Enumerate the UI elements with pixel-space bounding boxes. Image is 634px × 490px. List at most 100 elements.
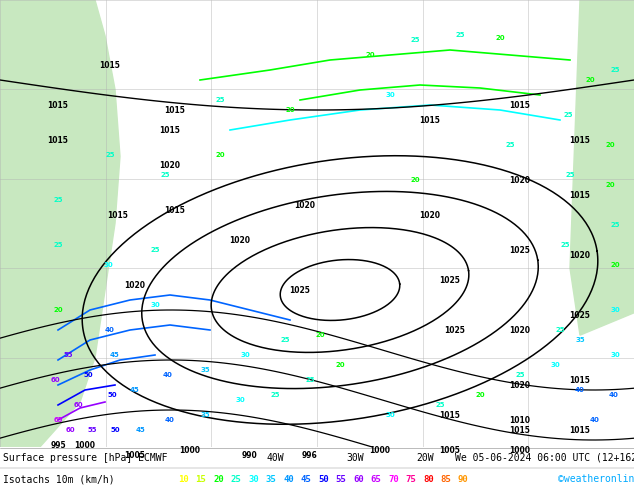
Text: 30: 30 [248,475,259,484]
Text: 20: 20 [215,152,225,158]
Text: 85: 85 [441,475,451,484]
Text: 1000: 1000 [75,441,96,449]
Text: 20W: 20W [416,453,434,463]
Text: 60: 60 [65,427,75,433]
Text: 55: 55 [335,475,346,484]
Text: 25: 25 [216,97,224,103]
Text: 30: 30 [235,397,245,403]
Text: 1020: 1020 [160,161,181,170]
Text: 35: 35 [200,412,210,418]
Text: 20: 20 [315,332,325,338]
Text: 1020: 1020 [510,325,531,335]
Text: 1015: 1015 [100,60,120,70]
Text: 1025: 1025 [569,311,590,319]
Text: 50: 50 [110,427,120,433]
Text: 50: 50 [83,372,93,378]
Text: 45: 45 [110,352,120,358]
Text: 1005: 1005 [439,445,460,455]
Text: 25: 25 [455,32,465,38]
Text: 20: 20 [585,77,595,83]
Text: 1015: 1015 [420,116,441,124]
Text: 25: 25 [563,112,573,118]
Text: 1015: 1015 [510,100,531,109]
Text: 1020: 1020 [510,175,531,185]
Text: 20: 20 [410,177,420,183]
Text: 25: 25 [611,67,620,73]
Text: 1015: 1015 [569,191,590,199]
Text: 35: 35 [266,475,276,484]
Text: 60: 60 [73,402,83,408]
Text: 60: 60 [353,475,364,484]
Text: 25: 25 [611,222,620,228]
Text: Isotachs 10m (km/h): Isotachs 10m (km/h) [3,474,115,484]
Text: 80: 80 [423,475,434,484]
Text: 1005: 1005 [124,450,145,460]
Text: 1020: 1020 [230,236,250,245]
Text: 1015: 1015 [48,136,68,145]
Text: 25: 25 [566,172,575,178]
Text: 25: 25 [150,247,160,253]
Text: 65: 65 [370,475,381,484]
Text: 1010: 1010 [510,416,531,424]
Text: 45: 45 [135,427,145,433]
Text: 1015: 1015 [569,136,590,145]
Text: 25: 25 [305,377,314,383]
Text: 35: 35 [200,367,210,373]
Text: 35: 35 [575,337,585,343]
Text: 30: 30 [240,352,250,358]
Text: ©weatheronline.co.uk: ©weatheronline.co.uk [558,474,634,484]
Text: 10: 10 [178,475,189,484]
Text: 40: 40 [163,372,173,378]
Text: 30: 30 [385,92,395,98]
Text: 20: 20 [610,262,620,268]
Text: 1015: 1015 [165,205,185,215]
Text: 65: 65 [53,417,63,423]
Text: Surface pressure [hPa] ECMWF: Surface pressure [hPa] ECMWF [3,453,167,463]
Text: 20: 20 [335,362,345,368]
Text: 1025: 1025 [444,325,465,335]
Text: 25: 25 [53,242,63,248]
Text: We 05-06-2024 06:00 UTC (12+162): We 05-06-2024 06:00 UTC (12+162) [455,453,634,463]
Text: 40: 40 [590,417,600,423]
Text: 25: 25 [436,402,444,408]
Text: 25: 25 [515,372,525,378]
Text: 25: 25 [105,152,115,158]
Text: 55: 55 [87,427,97,433]
Text: 30: 30 [610,352,620,358]
Text: 75: 75 [406,475,417,484]
Text: 25: 25 [231,475,242,484]
Text: 25: 25 [160,172,170,178]
Text: 20: 20 [53,307,63,313]
Text: 60: 60 [50,377,60,383]
Text: 1000: 1000 [179,445,200,455]
Text: 15: 15 [195,475,206,484]
Text: 1015: 1015 [165,105,185,115]
Text: 30W: 30W [346,453,364,463]
Text: 25: 25 [505,142,515,148]
Text: 1015: 1015 [108,211,129,220]
Text: 20: 20 [476,392,485,398]
Text: 25: 25 [560,242,570,248]
Text: 25: 25 [555,327,565,333]
Text: 1020: 1020 [295,200,316,210]
Text: 70: 70 [388,475,399,484]
Text: 20: 20 [495,35,505,41]
Text: 20: 20 [285,107,295,113]
Text: 1020: 1020 [124,280,145,290]
Text: 1025: 1025 [439,275,460,285]
Text: 40: 40 [105,327,115,333]
Text: 1000: 1000 [510,445,531,455]
Text: 996: 996 [302,450,318,460]
Text: 45: 45 [301,475,311,484]
Text: 40: 40 [609,392,619,398]
Text: 30: 30 [385,412,395,418]
Text: 30: 30 [610,307,620,313]
Text: 55: 55 [63,352,73,358]
Text: 20: 20 [605,182,615,188]
Polygon shape [570,0,634,335]
Text: 40: 40 [283,475,294,484]
Text: 40: 40 [575,387,585,393]
Text: 1020: 1020 [510,381,531,390]
Text: 25: 25 [280,337,290,343]
Text: 50: 50 [318,475,329,484]
